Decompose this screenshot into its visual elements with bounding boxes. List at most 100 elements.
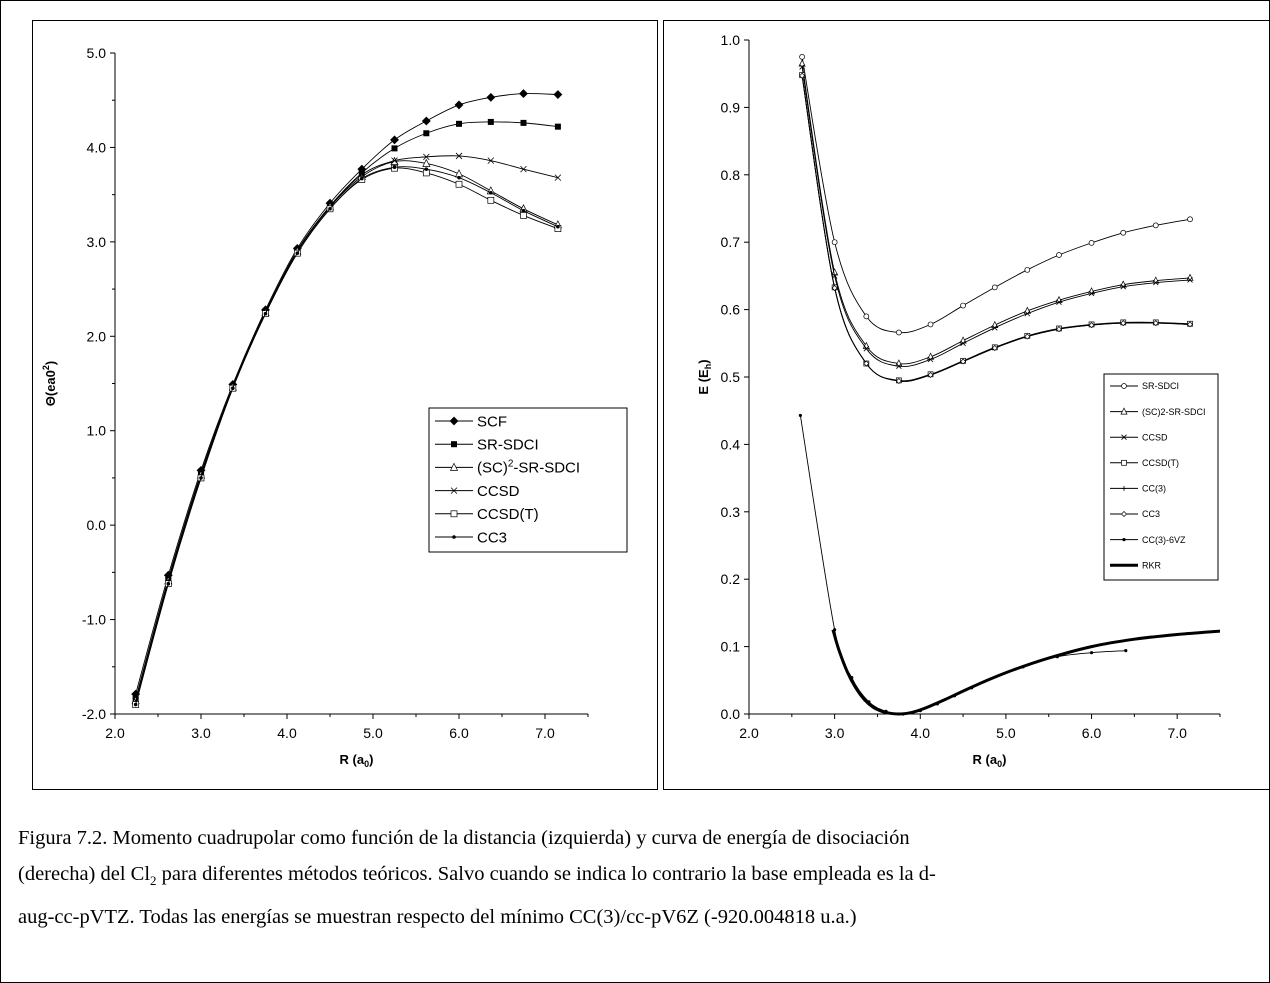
x-axis-title-text: R (a [973, 752, 998, 767]
y-tick-label: -2.0 [82, 706, 106, 722]
series-line [801, 56, 1191, 334]
data-point [554, 174, 562, 181]
y-tick-label: 0.5 [721, 369, 741, 385]
data-point [863, 345, 870, 352]
data-point [422, 158, 431, 167]
data-point [520, 119, 527, 126]
data-point [798, 59, 806, 67]
data-point [1124, 649, 1128, 653]
y-axis-title: E (Eh) [696, 359, 713, 394]
data-point [487, 196, 495, 204]
data-point [328, 207, 332, 211]
x-tick-label: 7.0 [1167, 725, 1187, 741]
data-point [424, 167, 429, 171]
data-point [960, 340, 966, 347]
legend-label: CCSD [477, 483, 520, 500]
data-point [991, 325, 998, 331]
data-point [1024, 310, 1031, 317]
series-line [799, 415, 1126, 715]
legend-label-text: SR-SDCI [477, 436, 539, 453]
data-point [1152, 279, 1159, 286]
data-point [1187, 321, 1194, 328]
data-point [927, 321, 934, 328]
data-point [390, 135, 399, 145]
data-point [521, 208, 526, 213]
data-point [391, 145, 398, 152]
data-point [199, 476, 203, 480]
data-point [799, 53, 805, 60]
data-point [392, 165, 397, 170]
data-point [166, 581, 171, 586]
data-point [454, 100, 464, 110]
x-tick-label: 2.0 [105, 725, 125, 741]
legend-label-text: CCSD(T) [1142, 458, 1179, 468]
legend-label-text: CCSD(T) [477, 506, 539, 523]
data-point [991, 345, 998, 352]
legend-label-text: CC(3) [1142, 484, 1166, 494]
data-point [831, 239, 838, 246]
x-tick-label: 3.0 [191, 725, 211, 741]
data-point [456, 120, 462, 127]
data-point [423, 130, 430, 137]
legend-label: (SC)2-SR-SDCI [1142, 407, 1206, 417]
legend-marker [1120, 407, 1128, 415]
data-point [1120, 320, 1127, 327]
data-point [1056, 252, 1062, 258]
y-tick-label: 3.0 [87, 234, 107, 250]
legend-marker [449, 462, 459, 471]
data-point [1088, 290, 1095, 297]
data-point [1187, 277, 1193, 283]
data-point [896, 363, 902, 369]
legend-marker [450, 487, 458, 494]
data-point [263, 311, 268, 316]
data-point [1056, 299, 1062, 305]
data-point [423, 153, 430, 161]
data-point [295, 251, 300, 255]
data-point [1187, 216, 1193, 223]
y-tick-label: 0.0 [721, 706, 741, 722]
caption-line-2: (derecha) del Cl2 para diferentes método… [18, 856, 1258, 899]
y-tick-label: 1.0 [721, 32, 741, 48]
legend-label: SR-SDCI [1142, 381, 1179, 391]
legend-label-text: CC(3)-6VZ [1142, 535, 1186, 545]
legend-marker [1121, 434, 1127, 440]
data-point [553, 90, 563, 99]
y-tick-label: -1.0 [82, 612, 106, 628]
caption-subscript: 2 [150, 873, 157, 889]
energy-chart: 0.0 0.1 0.2 0.3 0.4 0.5 0.6 0.7 0.8 0.9 1.0 2.0 3.0 4… [696, 32, 1221, 769]
legend-marker [449, 416, 459, 426]
legend-label: SR-SDCI [477, 436, 539, 453]
data-point [1024, 333, 1031, 340]
data-point [489, 190, 493, 195]
legend-marker [1121, 511, 1127, 517]
legend-marker [1121, 485, 1127, 491]
data-point [457, 175, 461, 180]
y-tick-label: 0.7 [721, 234, 741, 250]
legend-label-text: RKR [1142, 560, 1162, 570]
x-tick-label: 2.0 [739, 725, 759, 741]
data-point [519, 89, 528, 99]
legend-label-sup: 2 [508, 459, 514, 470]
series-cc3 [133, 165, 560, 707]
data-point [960, 358, 967, 365]
data-point [799, 64, 805, 70]
legend-label: RKR [1142, 560, 1162, 570]
y-axis-title-sub: h [703, 364, 713, 370]
legend-label-text: CC3 [1142, 509, 1160, 519]
data-point [831, 285, 838, 292]
x-axis-title-text: R (a [340, 752, 365, 767]
caption-line-2b: para diferentes métodos teóricos. Salvo … [156, 863, 936, 885]
series--sc-2-sr-sdci [798, 59, 1194, 367]
data-point [1056, 326, 1062, 333]
series-line [801, 63, 1191, 365]
legend-marker [1122, 538, 1126, 542]
data-point [454, 169, 464, 178]
legend-label: CC3 [477, 529, 507, 546]
data-point [1152, 320, 1159, 327]
legend-label-text: CC3 [477, 529, 507, 546]
series-scf [131, 89, 563, 699]
y-axis-title-text: E (E [696, 369, 711, 395]
y-tick-label: 0.2 [721, 571, 741, 587]
data-point [1120, 283, 1127, 290]
data-point [487, 118, 494, 125]
